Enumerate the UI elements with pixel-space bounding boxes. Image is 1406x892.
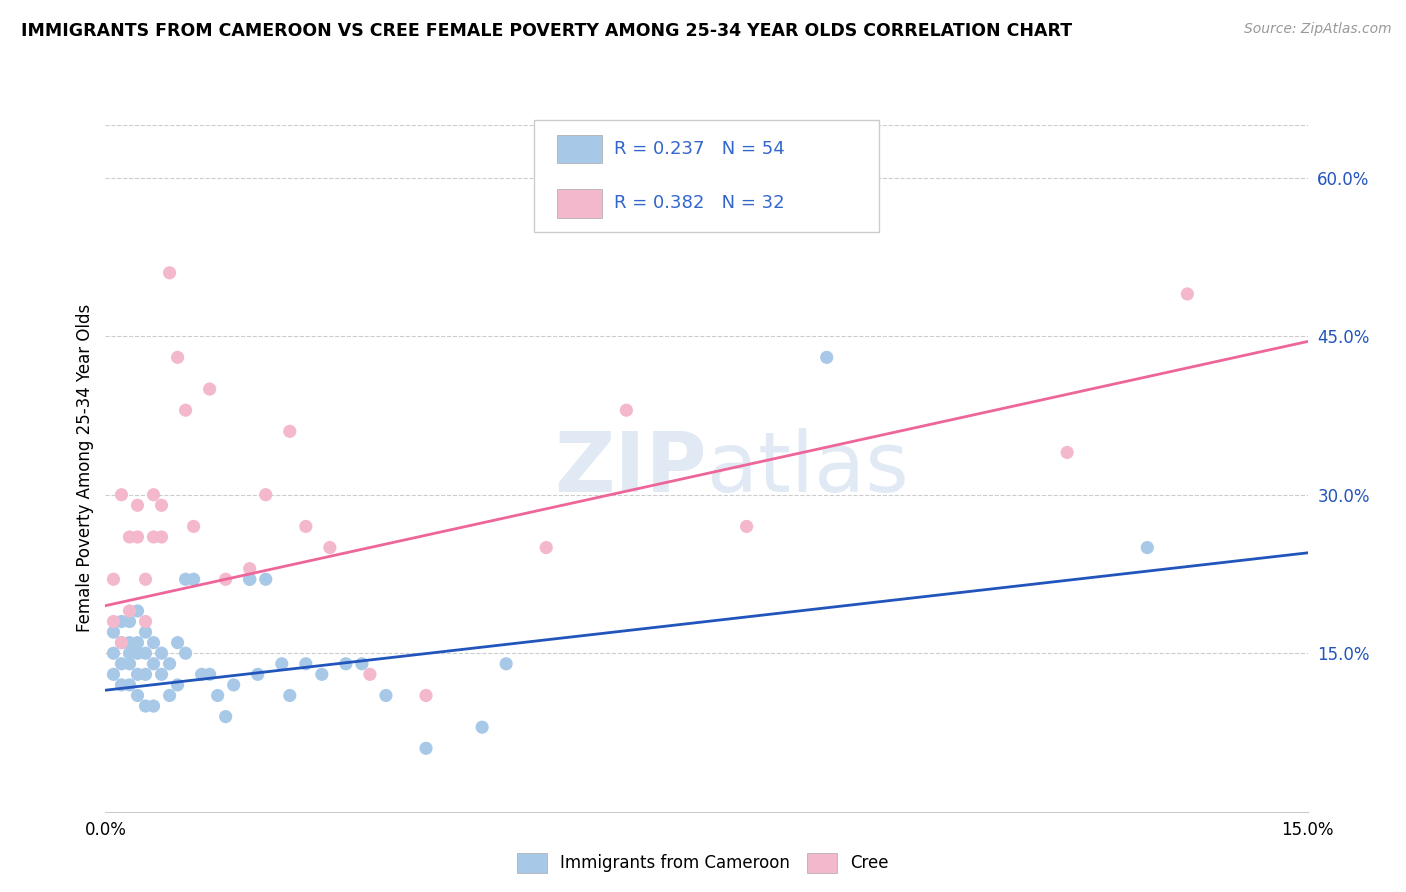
- Point: [415, 741, 437, 756]
- Point: [159, 266, 181, 280]
- Point: [1056, 445, 1078, 459]
- Text: IMMIGRANTS FROM CAMEROON VS CREE FEMALE POVERTY AMONG 25-34 YEAR OLDS CORRELATIO: IMMIGRANTS FROM CAMEROON VS CREE FEMALE …: [21, 22, 1073, 40]
- Text: R = 0.382   N = 32: R = 0.382 N = 32: [614, 194, 785, 212]
- Point: [183, 519, 205, 533]
- Point: [142, 699, 165, 714]
- Point: [254, 572, 277, 586]
- Point: [214, 709, 236, 723]
- Point: [159, 689, 181, 703]
- Point: [159, 657, 181, 671]
- Point: [110, 488, 132, 502]
- Point: [190, 667, 212, 681]
- Point: [142, 657, 165, 671]
- Point: [471, 720, 494, 734]
- Point: [374, 689, 398, 703]
- Point: [295, 657, 318, 671]
- Point: [135, 625, 157, 640]
- Point: [815, 351, 838, 365]
- Point: [166, 351, 188, 365]
- Point: [110, 615, 132, 629]
- Point: [239, 572, 262, 586]
- Point: [127, 604, 149, 618]
- Point: [295, 519, 318, 533]
- Point: [150, 530, 173, 544]
- Point: [142, 635, 165, 649]
- Point: [103, 615, 125, 629]
- Point: [135, 646, 157, 660]
- Point: [110, 678, 132, 692]
- Point: [103, 667, 125, 681]
- Point: [254, 488, 277, 502]
- Point: [1136, 541, 1159, 555]
- Point: [103, 572, 125, 586]
- Text: ZIP: ZIP: [554, 428, 707, 508]
- Point: [246, 667, 269, 681]
- Point: [110, 635, 132, 649]
- Point: [311, 667, 333, 681]
- Point: [135, 572, 157, 586]
- Point: [110, 635, 132, 649]
- Point: [278, 425, 301, 439]
- Text: Source: ZipAtlas.com: Source: ZipAtlas.com: [1244, 22, 1392, 37]
- Point: [174, 403, 197, 417]
- Point: [239, 572, 262, 586]
- Point: [198, 382, 221, 396]
- Point: [1177, 287, 1199, 301]
- Point: [110, 657, 132, 671]
- Point: [350, 657, 373, 671]
- Point: [198, 667, 221, 681]
- Legend: Immigrants from Cameroon, Cree: Immigrants from Cameroon, Cree: [510, 847, 896, 880]
- Point: [166, 635, 188, 649]
- Point: [150, 646, 173, 660]
- Point: [142, 530, 165, 544]
- Point: [335, 657, 357, 671]
- Point: [118, 646, 141, 660]
- Point: [183, 572, 205, 586]
- Point: [166, 678, 188, 692]
- Point: [616, 403, 638, 417]
- Point: [118, 678, 141, 692]
- Point: [735, 519, 758, 533]
- Point: [150, 498, 173, 512]
- Point: [239, 562, 262, 576]
- Point: [174, 572, 197, 586]
- Point: [270, 657, 292, 671]
- Text: R = 0.237   N = 54: R = 0.237 N = 54: [614, 140, 785, 158]
- Point: [103, 646, 125, 660]
- Point: [127, 667, 149, 681]
- Point: [118, 635, 141, 649]
- Y-axis label: Female Poverty Among 25-34 Year Olds: Female Poverty Among 25-34 Year Olds: [76, 304, 94, 632]
- Point: [174, 646, 197, 660]
- Point: [495, 657, 517, 671]
- Point: [319, 541, 342, 555]
- Point: [278, 689, 301, 703]
- Point: [118, 604, 141, 618]
- Point: [118, 530, 141, 544]
- Point: [127, 689, 149, 703]
- Point: [127, 646, 149, 660]
- Point: [214, 572, 236, 586]
- Point: [135, 699, 157, 714]
- Point: [142, 488, 165, 502]
- Point: [222, 678, 245, 692]
- Point: [150, 667, 173, 681]
- Point: [103, 625, 125, 640]
- Point: [127, 498, 149, 512]
- Point: [135, 615, 157, 629]
- Point: [207, 689, 229, 703]
- Point: [415, 689, 437, 703]
- Point: [135, 667, 157, 681]
- Point: [118, 615, 141, 629]
- Point: [118, 657, 141, 671]
- Point: [127, 635, 149, 649]
- Point: [127, 530, 149, 544]
- Point: [359, 667, 381, 681]
- Text: atlas: atlas: [707, 428, 908, 508]
- Point: [534, 541, 557, 555]
